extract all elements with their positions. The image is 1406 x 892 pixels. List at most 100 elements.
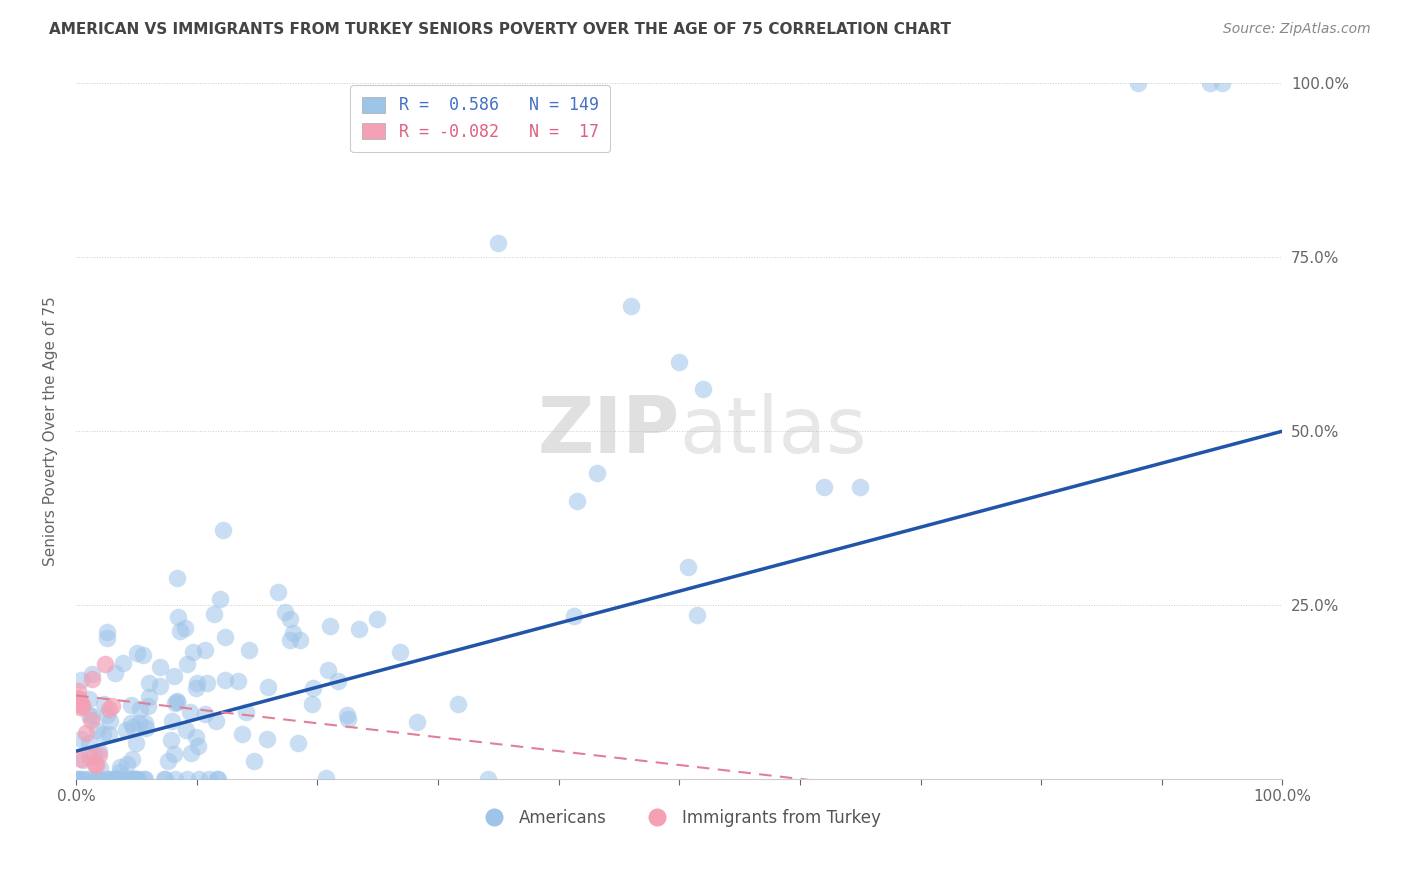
Point [301, 681, 323, 696]
Point [87, 744, 110, 758]
Point [180, 747, 202, 761]
Point [686, 607, 709, 622]
Point [104, 666, 127, 681]
Point [87, 748, 110, 763]
Point [212, 523, 235, 537]
Point [692, 383, 714, 397]
Point [301, 698, 323, 712]
Point [96, 707, 118, 722]
Point [69, 699, 91, 714]
Point [195, 676, 218, 690]
Point [132, 648, 155, 662]
Point [86, 772, 108, 786]
Point [122, 772, 145, 786]
Point [128, 702, 150, 716]
Text: Source: ZipAtlas.com: Source: ZipAtlas.com [1223, 22, 1371, 37]
Point [84, 772, 107, 786]
Point [115, 757, 138, 772]
Point [288, 632, 311, 647]
Point [166, 571, 188, 585]
Point [337, 712, 360, 726]
Point [67, 692, 90, 706]
Point [103, 772, 125, 786]
Point [243, 754, 266, 768]
Point [96, 631, 118, 645]
Point [67, 772, 90, 786]
Point [89, 772, 111, 786]
Point [184, 681, 207, 695]
Point [120, 716, 142, 731]
Point [194, 706, 217, 721]
Point [128, 716, 150, 731]
Point [93, 697, 115, 711]
Point [214, 673, 236, 688]
Point [93, 657, 115, 672]
Point [149, 679, 172, 693]
Point [273, 605, 295, 619]
Point [186, 675, 208, 690]
Point [187, 739, 209, 753]
Point [105, 772, 128, 786]
Point [155, 772, 177, 786]
Point [486, 236, 509, 251]
Point [173, 621, 195, 635]
Point [149, 660, 172, 674]
Point [565, 494, 588, 508]
Point [160, 714, 183, 728]
Point [1211, 77, 1233, 91]
Point [103, 772, 125, 786]
Point [70, 752, 93, 766]
Point [136, 698, 159, 713]
Point [100, 699, 122, 714]
Point [163, 669, 186, 683]
Point [105, 772, 128, 786]
Point [65, 772, 87, 786]
Point [283, 626, 305, 640]
Point [207, 772, 229, 786]
Point [84, 757, 107, 772]
Point [198, 772, 221, 786]
Point [166, 695, 188, 709]
Point [124, 772, 146, 786]
Point [156, 755, 179, 769]
Point [138, 690, 160, 704]
Point [278, 611, 301, 625]
Point [121, 752, 143, 766]
Point [108, 765, 131, 780]
Point [115, 723, 138, 737]
Point [118, 772, 141, 786]
Point [668, 354, 690, 368]
Text: atlas: atlas [679, 393, 868, 469]
Point [188, 772, 211, 786]
Text: AMERICAN VS IMMIGRANTS FROM TURKEY SENIORS POVERTY OVER THE AGE OF 75 CORRELATIO: AMERICAN VS IMMIGRANTS FROM TURKEY SENIO… [49, 22, 952, 37]
Point [105, 772, 128, 786]
Point [849, 480, 872, 494]
Point [1126, 77, 1149, 91]
Point [70, 772, 93, 786]
Point [316, 663, 339, 677]
Point [97, 727, 120, 741]
Point [89, 761, 111, 775]
Point [134, 716, 156, 731]
Point [97, 702, 120, 716]
Point [82, 709, 104, 723]
Point [125, 646, 148, 660]
Point [231, 727, 253, 741]
Legend: Americans, Immigrants from Turkey: Americans, Immigrants from Turkey [471, 802, 887, 833]
Point [620, 299, 643, 313]
Point [75, 726, 97, 740]
Point [122, 772, 145, 786]
Point [72, 698, 94, 712]
Point [134, 772, 156, 786]
Point [77, 772, 100, 786]
Point [235, 705, 257, 719]
Point [110, 772, 132, 786]
Point [186, 730, 208, 744]
Point [98, 714, 121, 728]
Point [160, 732, 183, 747]
Point [67, 691, 90, 706]
Point [82, 672, 104, 686]
Point [79, 736, 101, 750]
Point [132, 772, 155, 786]
Point [79, 707, 101, 722]
